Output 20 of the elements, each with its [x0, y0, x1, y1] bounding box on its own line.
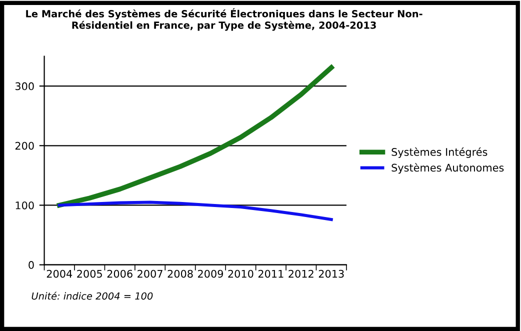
x-tick-label: 2013 — [318, 270, 344, 278]
x-tick-label: 2008 — [168, 270, 193, 278]
line-series — [56, 65, 334, 208]
chart-title: Le Marché des Systèmes de Sécurité Électroniques dans le Secteur Non- Résidentiel en France, par Type de Système, 2004-2013 — [26, 8, 422, 31]
text: Unité: indice 2004 = 100 — [32, 292, 153, 300]
x-tick-label: 2009 — [198, 270, 224, 278]
line-series — [58, 200, 333, 222]
x-tick-label: 2010 — [228, 270, 254, 278]
y-tick-label: 0 — [28, 261, 34, 269]
legend-label: Systèmes Intégrés — [392, 147, 488, 158]
x-tick-label: 2011 — [258, 270, 284, 278]
x-tick-label: 2007 — [138, 270, 162, 278]
y-tick-label: 300 — [15, 82, 34, 90]
legend-label: Systèmes Autonomes — [392, 163, 504, 174]
x-tick-label: 2004 — [46, 270, 72, 278]
x-tick-label: 2012 — [288, 270, 314, 278]
x-tick-label: 2005 — [77, 270, 102, 278]
y-tick-label: 200 — [15, 142, 34, 150]
y-tick-label: 100 — [16, 201, 34, 210]
x-tick-label: 2006 — [107, 270, 132, 278]
